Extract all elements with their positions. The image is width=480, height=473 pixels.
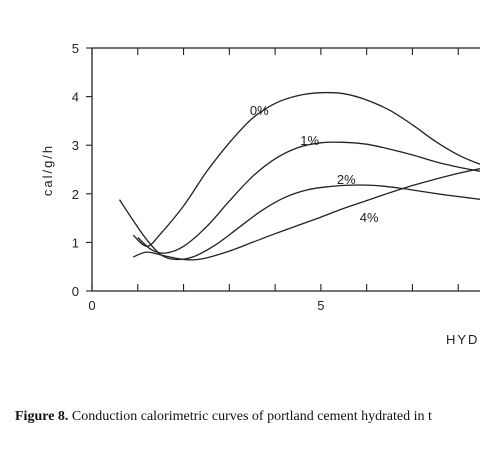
y-tick-label: 4 — [72, 90, 79, 105]
caption-label: Figure 8. — [15, 409, 69, 424]
figure-caption: Figure 8. Conduction calorimetric curves… — [15, 409, 480, 425]
x-axis-title: HYDI — [446, 332, 480, 347]
series-label-1: 1% — [300, 133, 319, 148]
series-line-0 — [132, 91, 480, 247]
y-tick-label: 3 — [72, 138, 79, 153]
y-tick-label: 2 — [72, 187, 79, 202]
tick-labels: 0 5 0 1 2 3 4 5 — [72, 41, 325, 313]
series-label-2: 2% — [337, 172, 356, 187]
y-axis-title: cal/g/h — [40, 144, 55, 196]
y-tick-label: 5 — [72, 41, 79, 56]
series-line-2 — [118, 184, 480, 261]
series-label-0: 0% — [250, 103, 269, 118]
y-tick-label: 1 — [72, 235, 79, 250]
series-line-3 — [132, 168, 480, 261]
series-line-1 — [137, 141, 480, 254]
ticks — [86, 47, 459, 292]
series-label-3: 4% — [360, 210, 379, 225]
series-labels: 0% 1% 2% 4% — [250, 103, 379, 225]
axes — [91, 47, 480, 292]
x-tick-label: 0 — [88, 298, 95, 313]
x-tick-label: 5 — [317, 298, 324, 313]
series-group — [118, 91, 480, 261]
y-tick-label: 0 — [72, 284, 79, 299]
caption-text: Conduction calorimetric curves of portla… — [68, 409, 432, 424]
